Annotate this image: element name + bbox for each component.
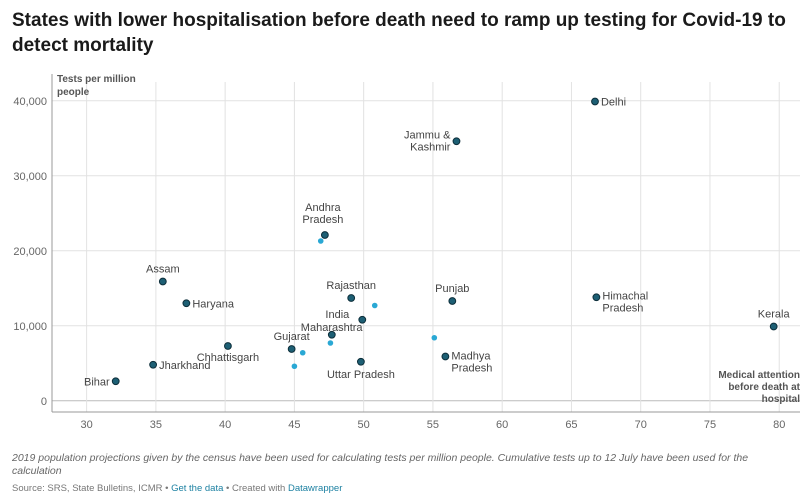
y-tick-labels: 0 10,000 20,000 30,000 40,000	[13, 96, 47, 408]
y-tick-label: 30,000	[13, 171, 47, 183]
point-gujarat	[287, 345, 296, 353]
label-maharashtra: Maharashtra	[301, 322, 364, 334]
y-tick-label: 10,000	[13, 321, 47, 333]
x-axis-title: Medical attention	[718, 370, 800, 381]
label-haryana: Haryana	[192, 298, 234, 310]
x-tick-label: 70	[635, 419, 647, 431]
label-punjab: Punjab	[435, 283, 469, 295]
point-madhya-pradesh	[441, 352, 450, 361]
point-india	[358, 315, 367, 324]
x-tick-label: 30	[81, 419, 93, 431]
point-light	[317, 238, 324, 244]
created-with-text: • Created with	[223, 483, 288, 494]
chart-title: States with lower hospitalisation before…	[12, 10, 786, 56]
grid-lines	[51, 74, 800, 413]
label-rajasthan: Rajasthan	[326, 280, 376, 292]
y-tick-label: 20,000	[13, 246, 47, 258]
source-line: Source: SRS, State Bulletins, ICMR • Get…	[12, 483, 342, 494]
point-punjab	[448, 297, 457, 305]
x-tick-label: 55	[427, 419, 439, 431]
y-axis-title: Tests per million	[57, 74, 136, 85]
label-bihar: Bihar	[84, 376, 110, 388]
footnote: 2019 population projections given by the…	[12, 452, 749, 477]
label-gujarat: Gujarat	[274, 331, 310, 343]
label-jharkhand: Jharkhand	[159, 360, 210, 372]
point-maharashtra	[327, 330, 336, 339]
point-delhi	[591, 97, 599, 106]
x-tick-label: 65	[565, 419, 577, 431]
label-jammu-kashmir: Jammu & Kashmir	[404, 129, 451, 153]
point-light	[299, 349, 306, 356]
y-axis-title-line2: people	[57, 87, 90, 98]
point-light	[327, 340, 334, 346]
y-tick-label: 0	[41, 396, 47, 408]
point-light	[291, 363, 298, 370]
point-jharkhand	[149, 360, 158, 369]
point-jammu-kashmir	[452, 137, 461, 146]
source-text: Source: SRS, State Bulletins, ICMR •	[12, 483, 172, 494]
get-data-link[interactable]: Get the data	[171, 483, 224, 494]
y-tick-label: 40,000	[13, 96, 47, 108]
label-kerala: Kerala	[758, 309, 791, 321]
x-tick-label: 50	[358, 419, 370, 431]
x-tick-label: 60	[496, 419, 508, 431]
x-tick-label: 45	[288, 419, 300, 431]
point-uttar-pradesh	[356, 357, 365, 366]
label-chhattisgarh: Chhattisgarh	[197, 352, 259, 364]
point-andhra-pradesh	[320, 231, 329, 239]
label-delhi: Delhi	[601, 97, 626, 109]
point-rajasthan	[347, 294, 356, 302]
label-madhya-pradesh: Madhya Pradesh	[451, 351, 492, 375]
point-light	[431, 334, 438, 341]
datawrapper-link[interactable]: Datawrapper	[287, 483, 343, 494]
x-axis-title-line2: before death at	[728, 382, 800, 393]
point-haryana	[182, 299, 191, 308]
label-andhra-pradesh: Andhra Pradesh	[302, 202, 343, 226]
label-uttar-pradesh: Uttar Pradesh	[327, 369, 395, 381]
x-tick-label: 40	[219, 419, 231, 431]
point-assam	[158, 277, 167, 286]
x-tick-label: 80	[773, 419, 785, 431]
point-bihar	[111, 377, 120, 386]
label-india: India	[325, 309, 350, 321]
label-himachal-pradesh: Himachal Pradesh	[602, 290, 648, 314]
point-himachal-pradesh	[592, 293, 601, 302]
x-tick-labels: 30 35 40 45 50 55 60 65 70 75 80	[81, 419, 786, 431]
data-points	[111, 97, 778, 386]
point-light	[371, 302, 378, 309]
x-tick-label: 35	[150, 419, 162, 431]
point-kerala	[769, 322, 778, 331]
label-assam: Assam	[146, 264, 180, 276]
x-tick-label: 75	[704, 419, 716, 431]
point-chhattisgarh	[224, 342, 232, 350]
x-axis-title-line3: hospital	[762, 394, 801, 405]
point-labels: Delhi Jammu & Kashmir Andhra Pradesh Assam Har…	[84, 97, 790, 389]
